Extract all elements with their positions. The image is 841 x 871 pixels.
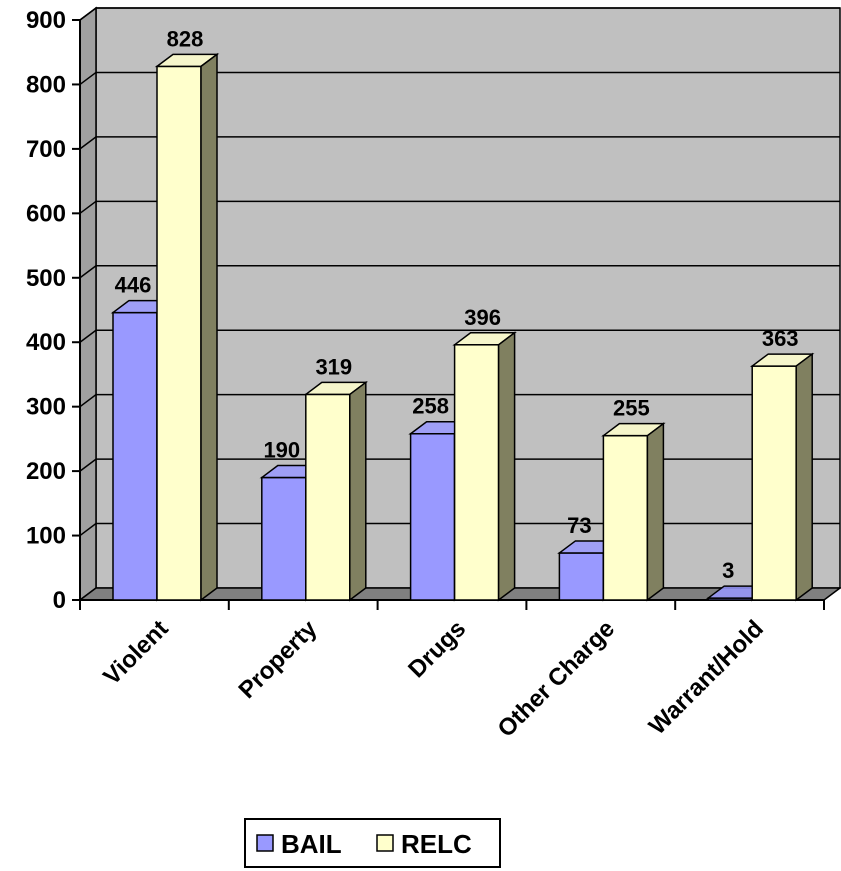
x-tick-label: Property <box>234 615 323 704</box>
data-label: 396 <box>464 305 501 330</box>
gridline <box>79 393 840 408</box>
y-tick-label: 0 <box>53 587 66 614</box>
gridline <box>79 265 840 279</box>
bar-side-face <box>497 331 516 602</box>
legend-label-bail: BAIL <box>281 829 342 859</box>
legend-label-relc: RELC <box>401 829 472 859</box>
data-label: 319 <box>315 354 352 379</box>
bar-bail-violent <box>112 311 158 601</box>
gridline <box>79 200 840 214</box>
data-label: 446 <box>115 273 152 298</box>
bar-side-face <box>795 352 813 602</box>
bar-relc-violent <box>156 65 202 601</box>
bar-bail-drugs <box>409 432 456 601</box>
bar-side-face <box>646 422 665 602</box>
y-tick-label: 200 <box>26 458 66 485</box>
gridline <box>79 71 840 86</box>
x-tick-label: Warrant/Hold <box>644 615 769 740</box>
gridline <box>79 458 840 472</box>
bar-bail-other-charge <box>558 552 605 601</box>
bar-relc-drugs <box>453 344 500 601</box>
data-label: 258 <box>412 394 449 419</box>
data-label: 363 <box>762 326 799 351</box>
gridline <box>79 522 840 537</box>
data-label: 3 <box>722 558 734 583</box>
plot-side-wall <box>79 6 97 602</box>
x-tick-label: Drugs <box>403 615 471 683</box>
bar-side-face <box>349 380 367 602</box>
y-tick-label: 500 <box>26 265 66 292</box>
data-label: 73 <box>567 513 591 538</box>
bar-relc-property <box>305 393 351 601</box>
data-label: 828 <box>167 26 204 51</box>
bar-relc-other-charge <box>602 434 649 601</box>
y-tick-label: 900 <box>26 7 66 34</box>
data-label: 255 <box>613 396 650 421</box>
gridline <box>79 329 840 343</box>
y-tick-label: 100 <box>26 523 66 550</box>
x-tick-label: Violent <box>98 615 173 690</box>
legend-swatch-bail <box>256 834 274 852</box>
data-label: 190 <box>263 438 300 463</box>
y-tick-label: 400 <box>26 329 66 356</box>
legend-swatch-relc <box>376 834 394 852</box>
x-tick-label: Other Charge <box>492 615 620 743</box>
y-tick-label: 700 <box>26 136 66 163</box>
y-tick-label: 600 <box>26 200 66 227</box>
bar-relc-warrant-hold <box>751 365 797 601</box>
y-tick-label: 800 <box>26 71 66 98</box>
bar-side-face <box>200 52 218 602</box>
gridline <box>79 136 840 150</box>
bar-bail-property <box>261 476 307 601</box>
y-tick-label: 300 <box>26 394 66 421</box>
gridline <box>79 7 840 21</box>
legend-box <box>244 818 501 868</box>
